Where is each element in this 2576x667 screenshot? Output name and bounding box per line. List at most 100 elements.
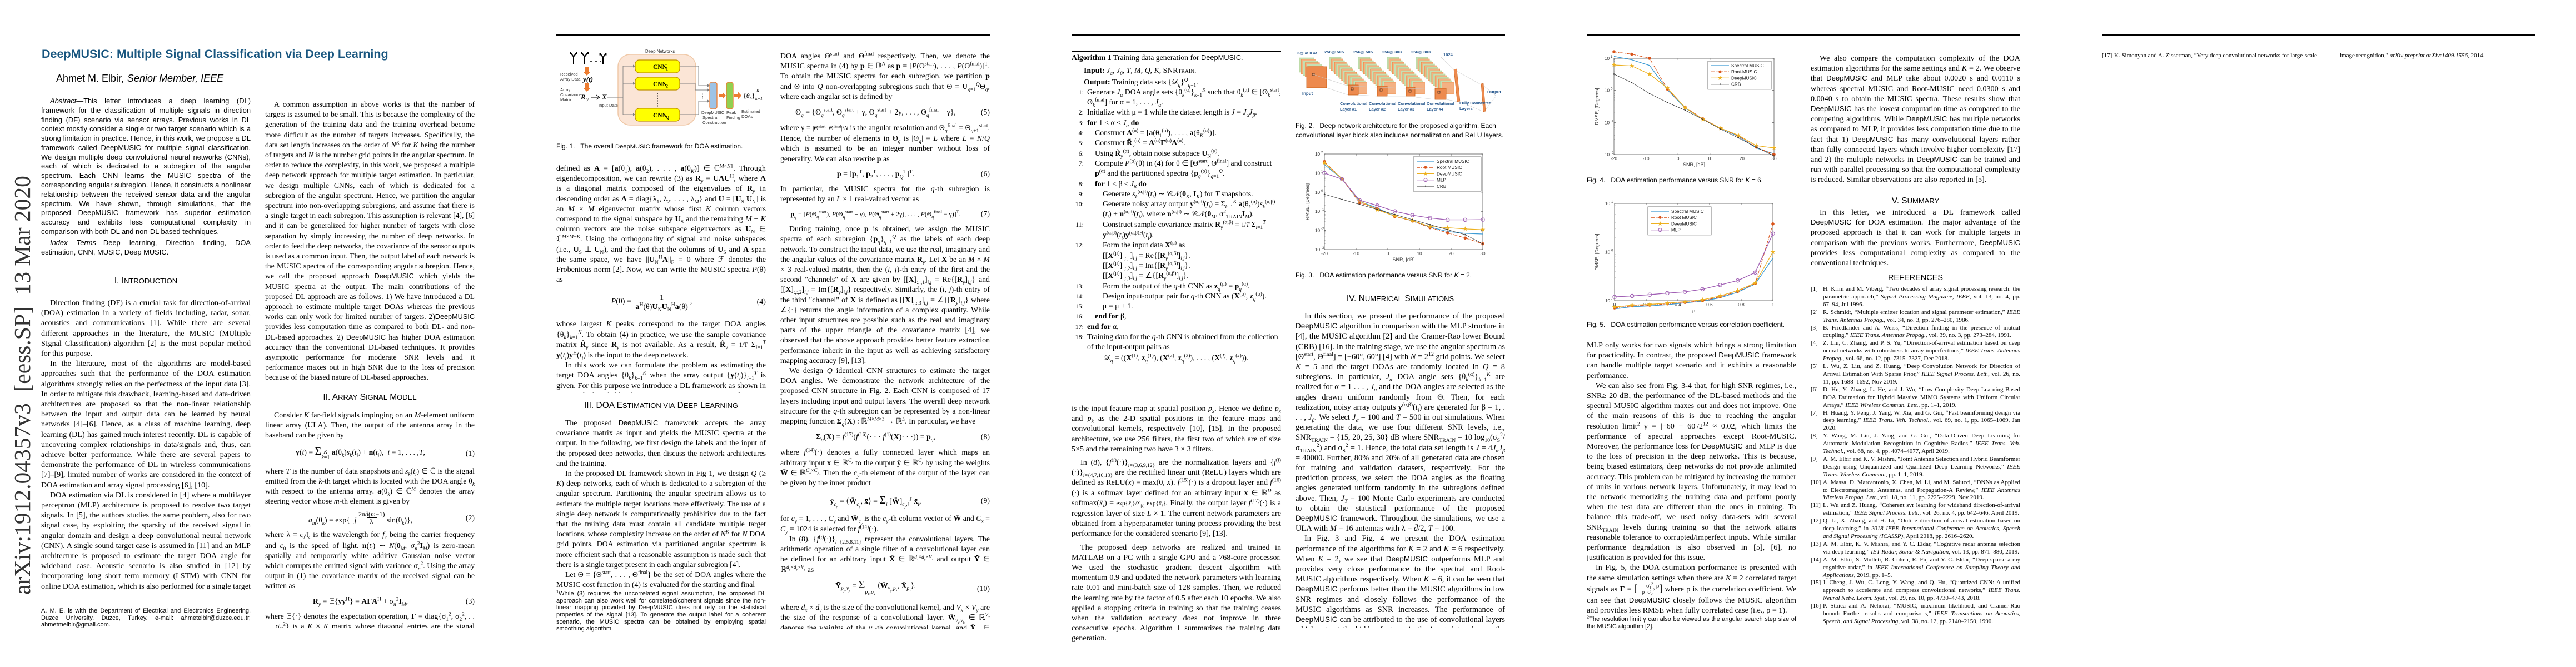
svg-text:y(t): y(t) xyxy=(582,75,593,83)
svg-text:RMSE, [Degrees]: RMSE, [Degrees] xyxy=(1594,233,1600,270)
svg-text:10: 10 xyxy=(1315,247,1321,252)
svg-text:0: 0 xyxy=(1611,249,1613,253)
svg-text:DeepMUSIC: DeepMUSIC xyxy=(1731,76,1757,81)
svg-text:1: 1 xyxy=(1611,200,1613,204)
svg-text:Spectral MUSIC: Spectral MUSIC xyxy=(1731,63,1764,68)
svg-text:Root MUSIC: Root MUSIC xyxy=(1671,215,1697,220)
svg-text:CNN: CNN xyxy=(653,81,667,88)
svg-text:-20: -20 xyxy=(1611,156,1617,161)
svg-text:3@ M × M: 3@ M × M xyxy=(1297,51,1317,56)
svg-text:10: 10 xyxy=(1315,228,1321,233)
svg-text:X: X xyxy=(601,93,607,101)
svg-text:10: 10 xyxy=(1315,209,1321,214)
svg-text:Root MUSIC: Root MUSIC xyxy=(1437,165,1462,170)
svg-text:-2: -2 xyxy=(1611,151,1614,155)
svg-text:10: 10 xyxy=(1605,56,1610,61)
svg-text:Deep Networks: Deep Networks xyxy=(645,49,675,54)
svg-text:Array Data: Array Data xyxy=(560,77,581,82)
svg-text:DOAs: DOAs xyxy=(741,114,753,119)
svg-text:1: 1 xyxy=(1611,55,1613,59)
svg-text:30: 30 xyxy=(1480,251,1486,256)
svg-text:R: R xyxy=(580,93,586,101)
svg-text:10: 10 xyxy=(1605,120,1610,125)
svg-text:0.2: 0.2 xyxy=(1643,302,1650,307)
svg-text:⋮: ⋮ xyxy=(700,93,705,99)
svg-text:1: 1 xyxy=(1772,302,1775,307)
svg-text:SNR, [dB]: SNR, [dB] xyxy=(1683,162,1705,167)
svg-text:256@ 5×5: 256@ 5×5 xyxy=(1324,49,1344,54)
svg-text:Spectral MUSIC: Spectral MUSIC xyxy=(1671,209,1704,214)
svg-text:y: y xyxy=(586,97,589,102)
svg-text:Peak: Peak xyxy=(726,110,736,115)
svg-text:Root-MUSIC: Root-MUSIC xyxy=(1731,69,1757,74)
svg-text:Finding: Finding xyxy=(726,115,740,120)
svg-text:1024: 1024 xyxy=(1443,52,1453,57)
svg-text:-20: -20 xyxy=(1321,251,1328,256)
svg-text:0: 0 xyxy=(1611,87,1613,91)
svg-text:-1: -1 xyxy=(1321,208,1324,212)
svg-text:Layer #3: Layer #3 xyxy=(1398,107,1414,112)
svg-text:DeepMUSIC: DeepMUSIC xyxy=(701,110,724,115)
svg-text:-10: -10 xyxy=(1353,251,1359,256)
svg-text:20: 20 xyxy=(1740,156,1745,161)
svg-text:10: 10 xyxy=(1605,201,1611,206)
svg-text:Layer #1: Layer #1 xyxy=(1340,107,1357,112)
svg-text:Layers: Layers xyxy=(1459,106,1473,111)
svg-text:256@ 5×5: 256@ 5×5 xyxy=(1353,49,1373,54)
svg-text:1: 1 xyxy=(666,67,668,72)
svg-text:Convolutional: Convolutional xyxy=(1427,101,1454,106)
svg-text:MLP: MLP xyxy=(1437,178,1446,183)
svg-text:CNN: CNN xyxy=(653,64,667,71)
svg-text:0: 0 xyxy=(1321,189,1323,193)
svg-text:10: 10 xyxy=(1315,190,1321,195)
svg-text:CNN: CNN xyxy=(653,112,667,119)
svg-text:0: 0 xyxy=(1677,156,1680,161)
svg-text:Layer #2: Layer #2 xyxy=(1369,107,1386,112)
svg-text:RMSE, [Degrees]: RMSE, [Degrees] xyxy=(1304,183,1310,220)
svg-text:{θk}: {θk} xyxy=(743,92,755,100)
svg-text:MLP: MLP xyxy=(1671,228,1681,233)
svg-text:2: 2 xyxy=(1321,151,1323,155)
svg-text:Estimated: Estimated xyxy=(741,109,760,114)
svg-text:0.6: 0.6 xyxy=(1706,302,1713,307)
svg-text:10: 10 xyxy=(1417,251,1422,256)
svg-text:CRB: CRB xyxy=(1731,82,1741,87)
svg-text:10: 10 xyxy=(1605,88,1610,93)
svg-text:10: 10 xyxy=(1605,152,1610,157)
svg-text:Fully Connected: Fully Connected xyxy=(1459,101,1492,106)
svg-text:RMSE, [Degrees]: RMSE, [Degrees] xyxy=(1594,88,1600,125)
svg-text:-10: -10 xyxy=(1643,156,1650,161)
svg-text:0.8: 0.8 xyxy=(1738,302,1745,307)
svg-text:Matrix: Matrix xyxy=(560,97,572,102)
svg-text:ρ: ρ xyxy=(1692,308,1695,313)
svg-text:256@ 3×3: 256@ 3×3 xyxy=(1382,49,1402,54)
svg-text:Convolutional: Convolutional xyxy=(1369,101,1396,106)
svg-text:Covariance: Covariance xyxy=(560,92,581,97)
svg-text:DeepMUSIC: DeepMUSIC xyxy=(1671,221,1697,226)
svg-text:-2: -2 xyxy=(1321,227,1324,231)
svg-text:DeepMUSIC: DeepMUSIC xyxy=(1437,171,1462,176)
svg-text:Spectral MUSIC: Spectral MUSIC xyxy=(1437,159,1469,164)
svg-text:Convolutional: Convolutional xyxy=(1398,101,1425,106)
svg-text:Layer #4: Layer #4 xyxy=(1427,107,1444,112)
svg-text:-3: -3 xyxy=(1321,246,1324,250)
svg-text:CRB: CRB xyxy=(1437,184,1447,189)
svg-text:10: 10 xyxy=(1707,156,1713,161)
svg-text:Construction: Construction xyxy=(702,120,726,125)
svg-text:Array: Array xyxy=(560,87,570,92)
svg-text:0.4: 0.4 xyxy=(1675,302,1681,307)
svg-text:-1: -1 xyxy=(1611,297,1615,301)
svg-text:2: 2 xyxy=(666,84,668,89)
svg-text:30: 30 xyxy=(1771,156,1777,161)
svg-text:10: 10 xyxy=(1315,171,1321,176)
svg-text:10: 10 xyxy=(1605,250,1611,255)
svg-text:k=1: k=1 xyxy=(755,96,763,101)
svg-text:Input Data: Input Data xyxy=(599,103,619,108)
svg-text:Convolutional: Convolutional xyxy=(1340,101,1367,106)
svg-text:0: 0 xyxy=(1387,251,1389,256)
svg-text:10: 10 xyxy=(1315,152,1321,157)
svg-text:20: 20 xyxy=(1448,251,1454,256)
svg-text:K: K xyxy=(756,88,760,93)
svg-text:256@ 3×3: 256@ 3×3 xyxy=(1411,49,1431,54)
svg-text:-1: -1 xyxy=(1611,119,1614,123)
